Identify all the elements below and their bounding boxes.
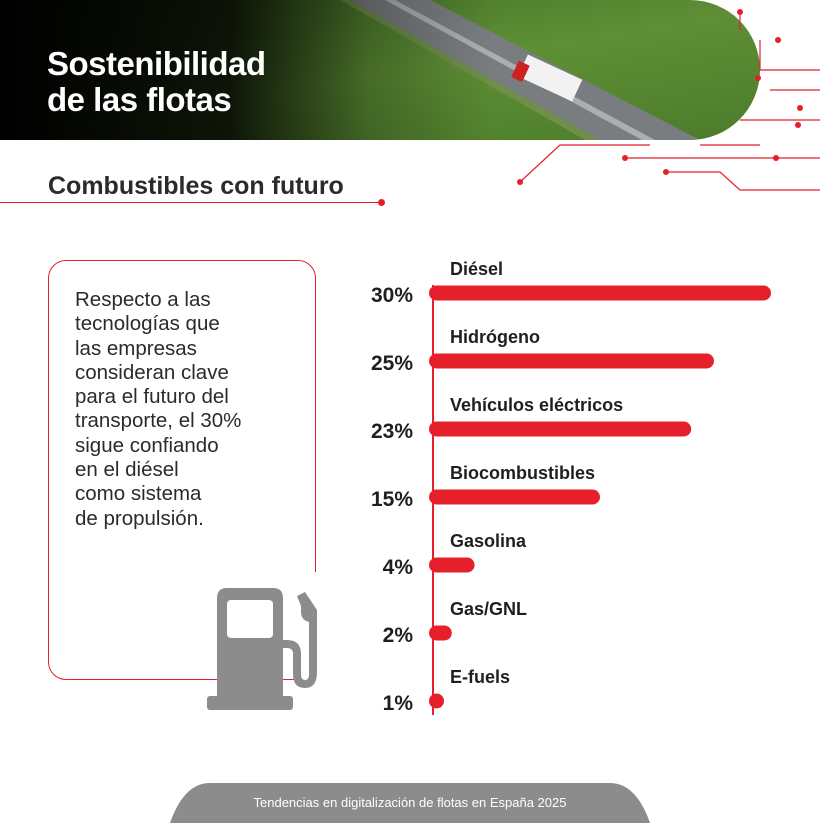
- value-label: 30%: [371, 284, 413, 307]
- value-label: 2%: [383, 624, 414, 647]
- category-label: Gas/GNL: [450, 599, 527, 619]
- road-landscape-image: [0, 0, 760, 140]
- card-line: consideran clave: [75, 360, 229, 384]
- footer-source-text: Tendencias en digitalización de flotas e…: [253, 795, 567, 810]
- card-line: las empresas: [75, 336, 197, 360]
- category-label: E-fuels: [450, 667, 510, 687]
- banner-title-line-2: de las flotas: [47, 81, 232, 118]
- circuit-lines-decoration: [517, 9, 820, 191]
- category-label: Diésel: [450, 259, 503, 279]
- card-description: Respecto a las tecnologías que las empre…: [75, 288, 315, 531]
- bar-0: [429, 285, 771, 301]
- category-label: Hidrógeno: [450, 327, 540, 347]
- bar-2: [429, 421, 692, 437]
- value-label: 25%: [371, 352, 413, 375]
- card-line: Respecto a las: [75, 288, 211, 311]
- value-label: 15%: [371, 488, 413, 511]
- category-label: Gasolina: [450, 531, 527, 551]
- value-label: 23%: [371, 420, 413, 443]
- bar-1: [429, 353, 714, 369]
- card-line: transporte, el 30%: [75, 409, 242, 433]
- bar-5: [429, 625, 452, 641]
- category-label: Biocombustibles: [450, 463, 595, 483]
- value-label: 1%: [383, 692, 414, 715]
- card-line: sigue confiando: [75, 433, 219, 457]
- bar-4: [429, 557, 475, 573]
- fuel-preference-bar-chart: Diésel 30% Hidrógeno 25% Vehículos eléctrico…: [371, 259, 771, 715]
- fuel-pump-icon: [207, 588, 317, 710]
- card-line: de propulsión.: [75, 506, 204, 530]
- section-title: Combustibles con futuro: [48, 172, 344, 200]
- bar-6: [429, 693, 444, 709]
- card-line: tecnologías que: [75, 312, 220, 336]
- card-line: para el futuro del: [75, 385, 229, 409]
- section-divider: [0, 202, 382, 203]
- card-line: en el diésel: [75, 458, 179, 482]
- bar-3: [429, 489, 600, 505]
- category-label: Vehículos eléctricos: [450, 395, 623, 415]
- value-label: 4%: [383, 556, 414, 579]
- section-divider-dot: [378, 199, 385, 206]
- banner-title: Sostenibilidad de las flotas: [47, 46, 266, 118]
- header-banner: Sostenibilidad de las flotas: [0, 0, 820, 140]
- card-line: como sistema: [75, 482, 202, 506]
- footer-tab: [170, 783, 650, 823]
- banner-title-line-1: Sostenibilidad: [47, 45, 266, 82]
